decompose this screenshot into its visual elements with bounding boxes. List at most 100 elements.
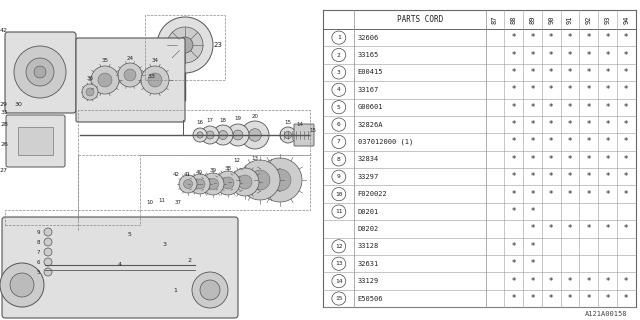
Text: *: *	[586, 155, 591, 164]
Text: *: *	[511, 207, 516, 216]
Text: *: *	[511, 276, 516, 286]
Text: 24: 24	[127, 55, 134, 60]
Text: 42: 42	[173, 172, 179, 178]
Text: *: *	[624, 51, 628, 60]
Text: 33128: 33128	[358, 243, 379, 249]
Circle shape	[218, 131, 227, 140]
Text: 90: 90	[548, 15, 554, 24]
Text: *: *	[531, 68, 534, 77]
Text: *: *	[624, 103, 628, 112]
Text: *: *	[531, 103, 534, 112]
Text: 32606: 32606	[358, 35, 379, 41]
Text: E00415: E00415	[358, 69, 383, 76]
Text: 17: 17	[207, 118, 214, 124]
Text: *: *	[568, 276, 572, 286]
Text: 8: 8	[36, 239, 40, 244]
Text: 28: 28	[0, 123, 8, 127]
Text: 33167: 33167	[358, 87, 379, 93]
Text: 93: 93	[604, 15, 611, 24]
Text: *: *	[586, 294, 591, 303]
Text: 26: 26	[0, 142, 8, 148]
Circle shape	[269, 169, 291, 191]
Text: 89: 89	[529, 15, 536, 24]
Text: 10: 10	[147, 199, 154, 204]
Text: *: *	[605, 294, 609, 303]
Circle shape	[82, 84, 98, 100]
Text: *: *	[624, 224, 628, 234]
Text: 33129: 33129	[358, 278, 379, 284]
Text: *: *	[531, 33, 534, 42]
Text: 13: 13	[335, 261, 342, 266]
Text: 18: 18	[220, 117, 227, 123]
Circle shape	[184, 180, 193, 188]
Circle shape	[148, 73, 162, 87]
Circle shape	[207, 179, 218, 189]
Circle shape	[332, 48, 346, 62]
Text: *: *	[511, 259, 516, 268]
Text: *: *	[549, 138, 554, 147]
Text: 33: 33	[148, 74, 156, 78]
Text: *: *	[549, 155, 554, 164]
Circle shape	[231, 168, 259, 196]
Text: *: *	[568, 155, 572, 164]
Circle shape	[298, 132, 303, 138]
Text: *: *	[511, 242, 516, 251]
Text: 20: 20	[252, 114, 259, 118]
Circle shape	[222, 177, 234, 189]
Circle shape	[26, 58, 54, 86]
Text: *: *	[511, 51, 516, 60]
Text: 92: 92	[586, 15, 591, 24]
Text: *: *	[568, 138, 572, 147]
Circle shape	[216, 171, 240, 195]
Text: 11: 11	[159, 197, 166, 203]
Text: 5: 5	[36, 269, 40, 275]
Text: *: *	[549, 103, 554, 112]
Text: 2: 2	[337, 52, 340, 58]
Text: 1: 1	[173, 287, 177, 292]
Text: *: *	[605, 138, 609, 147]
Text: *: *	[568, 172, 572, 181]
Text: 41: 41	[184, 172, 191, 177]
Circle shape	[91, 66, 119, 94]
Text: *: *	[531, 120, 534, 129]
Text: *: *	[549, 51, 554, 60]
Circle shape	[332, 240, 346, 253]
Text: *: *	[531, 276, 534, 286]
Text: *: *	[605, 224, 609, 234]
Circle shape	[193, 128, 207, 142]
Text: 15: 15	[285, 119, 291, 124]
Circle shape	[157, 17, 213, 73]
Circle shape	[167, 27, 203, 63]
Text: *: *	[511, 68, 516, 77]
FancyBboxPatch shape	[6, 115, 65, 167]
Text: *: *	[624, 85, 628, 94]
Circle shape	[190, 174, 210, 194]
Text: *: *	[586, 138, 591, 147]
Text: 87: 87	[492, 15, 498, 24]
Text: *: *	[624, 68, 628, 77]
Circle shape	[118, 63, 142, 87]
Text: *: *	[549, 68, 554, 77]
Text: E50506: E50506	[358, 295, 383, 301]
Text: *: *	[586, 172, 591, 181]
Text: 3: 3	[163, 243, 167, 247]
Text: *: *	[605, 276, 609, 286]
Text: 1: 1	[337, 35, 340, 40]
Text: *: *	[531, 190, 534, 199]
Text: A121A00158: A121A00158	[585, 311, 627, 317]
Text: *: *	[549, 172, 554, 181]
Text: 9: 9	[36, 229, 40, 235]
Text: *: *	[511, 138, 516, 147]
Text: 94: 94	[623, 15, 629, 24]
Circle shape	[332, 66, 346, 79]
Text: *: *	[605, 51, 609, 60]
Text: *: *	[605, 68, 609, 77]
Circle shape	[332, 205, 346, 218]
Text: 30: 30	[14, 102, 22, 108]
Circle shape	[197, 132, 203, 138]
Circle shape	[332, 275, 346, 288]
Circle shape	[192, 272, 228, 308]
Text: *: *	[586, 68, 591, 77]
Text: 32631: 32631	[358, 261, 379, 267]
Text: *: *	[624, 276, 628, 286]
